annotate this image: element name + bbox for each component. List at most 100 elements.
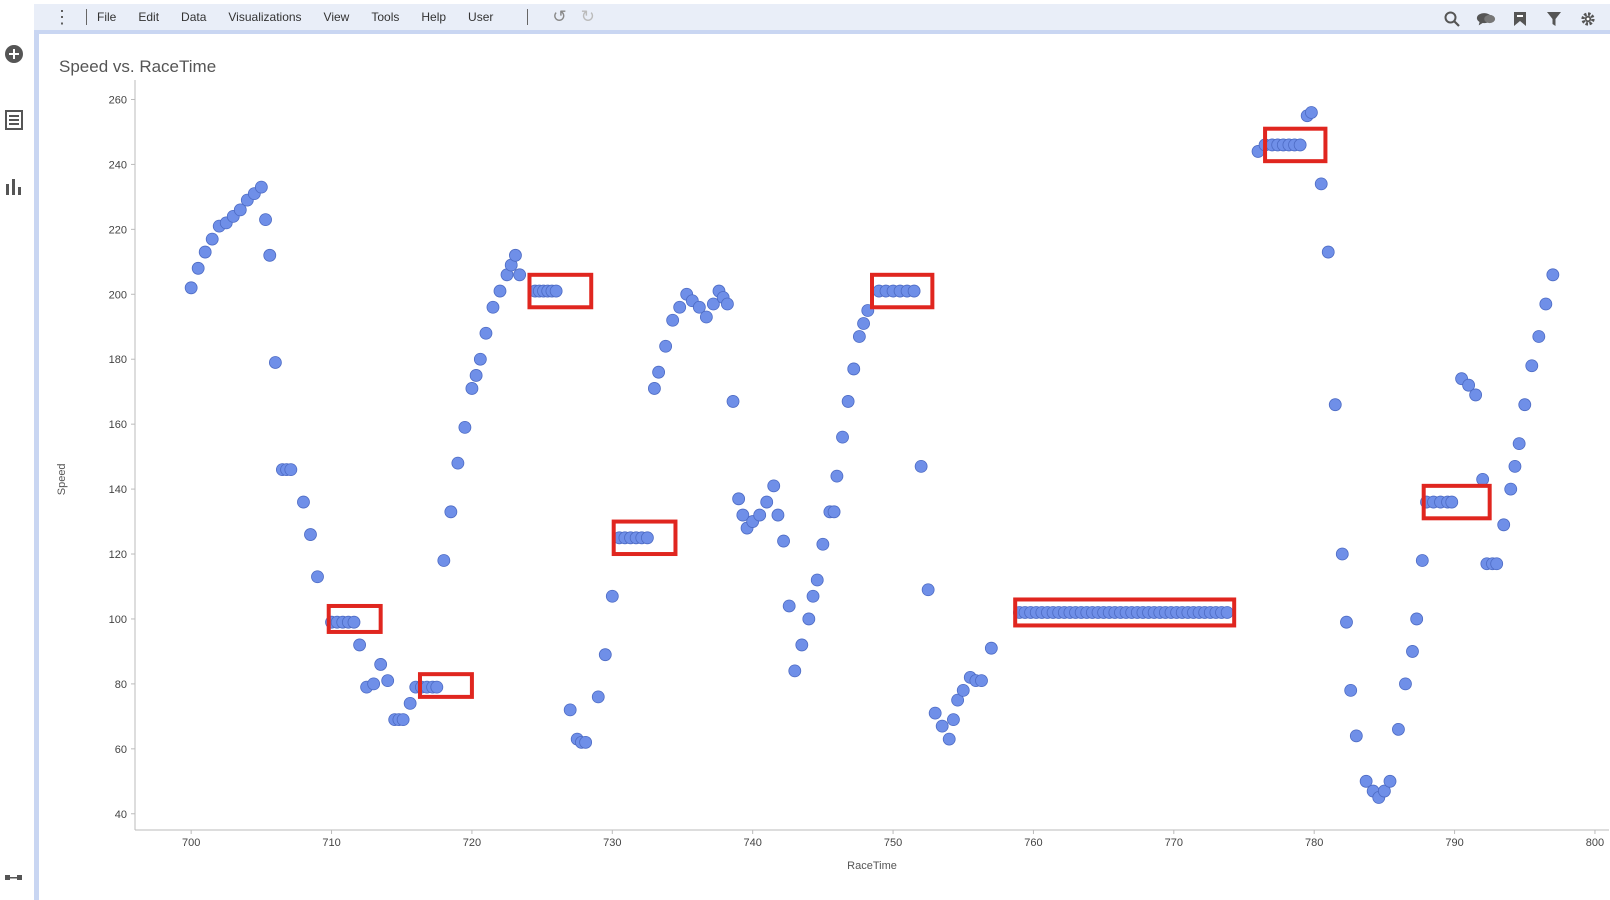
data-point[interactable] xyxy=(1359,774,1373,788)
data-point[interactable] xyxy=(907,284,921,298)
data-point[interactable] xyxy=(469,369,483,382)
data-point[interactable] xyxy=(666,313,680,327)
data-point[interactable] xyxy=(810,573,824,587)
gear-icon[interactable] xyxy=(1578,9,1598,29)
data-point[interactable] xyxy=(827,505,841,519)
data-point[interactable] xyxy=(465,382,479,395)
menu-item-file[interactable]: File xyxy=(97,10,117,24)
data-point[interactable] xyxy=(1469,388,1483,402)
data-point[interactable] xyxy=(841,395,855,408)
data-point[interactable] xyxy=(374,658,388,671)
bookmark-icon[interactable] xyxy=(1510,9,1530,29)
data-point[interactable] xyxy=(699,310,713,324)
data-point[interactable] xyxy=(509,248,522,262)
data-point[interactable] xyxy=(451,456,465,470)
data-point[interactable] xyxy=(1410,612,1424,626)
data-point[interactable] xyxy=(640,531,654,545)
data-point[interactable] xyxy=(942,732,956,746)
data-point[interactable] xyxy=(847,362,861,376)
data-point[interactable] xyxy=(1220,606,1234,619)
data-point[interactable] xyxy=(403,696,417,710)
comment-icon[interactable] xyxy=(1476,9,1496,29)
data-point[interactable] xyxy=(1304,106,1318,119)
data-point[interactable] xyxy=(233,203,247,217)
data-point[interactable] xyxy=(268,356,282,369)
data-point[interactable] xyxy=(935,719,949,733)
data-point[interactable] xyxy=(347,615,361,629)
data-point[interactable] xyxy=(1377,784,1391,798)
data-point[interactable] xyxy=(975,674,988,688)
data-point[interactable] xyxy=(1335,547,1349,561)
data-point[interactable] xyxy=(788,664,802,678)
data-point[interactable] xyxy=(836,430,849,444)
data-point[interactable] xyxy=(1399,677,1412,691)
data-point[interactable] xyxy=(1340,615,1353,629)
data-point[interactable] xyxy=(1504,482,1518,496)
menu-item-user[interactable]: User xyxy=(468,10,494,24)
list-icon[interactable] xyxy=(3,109,25,131)
data-point[interactable] xyxy=(726,395,740,408)
data-point[interactable] xyxy=(430,680,444,694)
data-point[interactable] xyxy=(353,638,367,652)
data-point[interactable] xyxy=(198,245,212,259)
data-point[interactable] xyxy=(598,648,612,662)
data-point[interactable] xyxy=(1546,268,1560,282)
data-point[interactable] xyxy=(1539,297,1553,311)
data-point[interactable] xyxy=(458,421,472,434)
filter-icon[interactable] xyxy=(1544,9,1564,29)
data-point[interactable] xyxy=(771,508,785,522)
data-point[interactable] xyxy=(493,284,507,298)
data-point[interactable] xyxy=(1490,557,1504,571)
data-point[interactable] xyxy=(956,683,970,697)
data-point[interactable] xyxy=(857,317,870,330)
data-point[interactable] xyxy=(767,479,781,493)
data-point[interactable] xyxy=(1406,645,1419,658)
data-point[interactable] xyxy=(816,537,830,551)
data-point[interactable] xyxy=(311,570,324,584)
data-point[interactable] xyxy=(205,232,219,246)
data-point[interactable] xyxy=(1392,722,1405,736)
data-point[interactable] xyxy=(549,284,563,298)
data-point[interactable] xyxy=(1518,398,1532,412)
data-point[interactable] xyxy=(648,382,661,395)
data-point[interactable] xyxy=(736,508,750,522)
redo-icon[interactable]: ↻ xyxy=(580,7,595,26)
data-point[interactable] xyxy=(513,268,527,282)
data-point[interactable] xyxy=(563,703,577,717)
search-icon[interactable] xyxy=(1442,9,1462,29)
data-point[interactable] xyxy=(914,459,928,473)
data-point[interactable] xyxy=(928,706,942,720)
data-point[interactable] xyxy=(605,589,619,603)
data-point[interactable] xyxy=(1293,138,1307,152)
data-point[interactable] xyxy=(659,339,673,353)
data-point[interactable] xyxy=(806,589,820,603)
data-point[interactable] xyxy=(297,495,310,509)
data-point[interactable] xyxy=(254,180,268,194)
data-point[interactable] xyxy=(1445,495,1459,509)
undo-icon[interactable]: ↺ xyxy=(552,7,567,26)
data-point[interactable] xyxy=(777,534,790,548)
data-point[interactable] xyxy=(579,735,593,749)
data-point[interactable] xyxy=(921,583,935,597)
data-point[interactable] xyxy=(706,297,720,311)
data-point[interactable] xyxy=(692,300,706,314)
data-point[interactable] xyxy=(732,492,746,506)
data-point[interactable] xyxy=(444,505,458,519)
data-point[interactable] xyxy=(1321,245,1335,259)
data-point[interactable] xyxy=(673,300,687,314)
menu-item-visualizations[interactable]: Visualizations xyxy=(228,10,302,24)
menu-item-help[interactable]: Help xyxy=(421,10,447,24)
menu-item-view[interactable]: View xyxy=(323,10,350,24)
data-point[interactable] xyxy=(782,599,796,613)
data-point[interactable] xyxy=(184,281,198,295)
data-point[interactable] xyxy=(591,690,605,704)
data-point[interactable] xyxy=(1328,398,1342,412)
data-point[interactable] xyxy=(437,554,451,567)
data-point[interactable] xyxy=(259,213,272,227)
data-point[interactable] xyxy=(1349,729,1363,743)
data-point[interactable] xyxy=(1508,459,1522,473)
data-point[interactable] xyxy=(1462,378,1476,392)
data-point[interactable] xyxy=(1415,554,1429,567)
network-icon[interactable] xyxy=(3,866,25,888)
data-point[interactable] xyxy=(984,641,998,655)
